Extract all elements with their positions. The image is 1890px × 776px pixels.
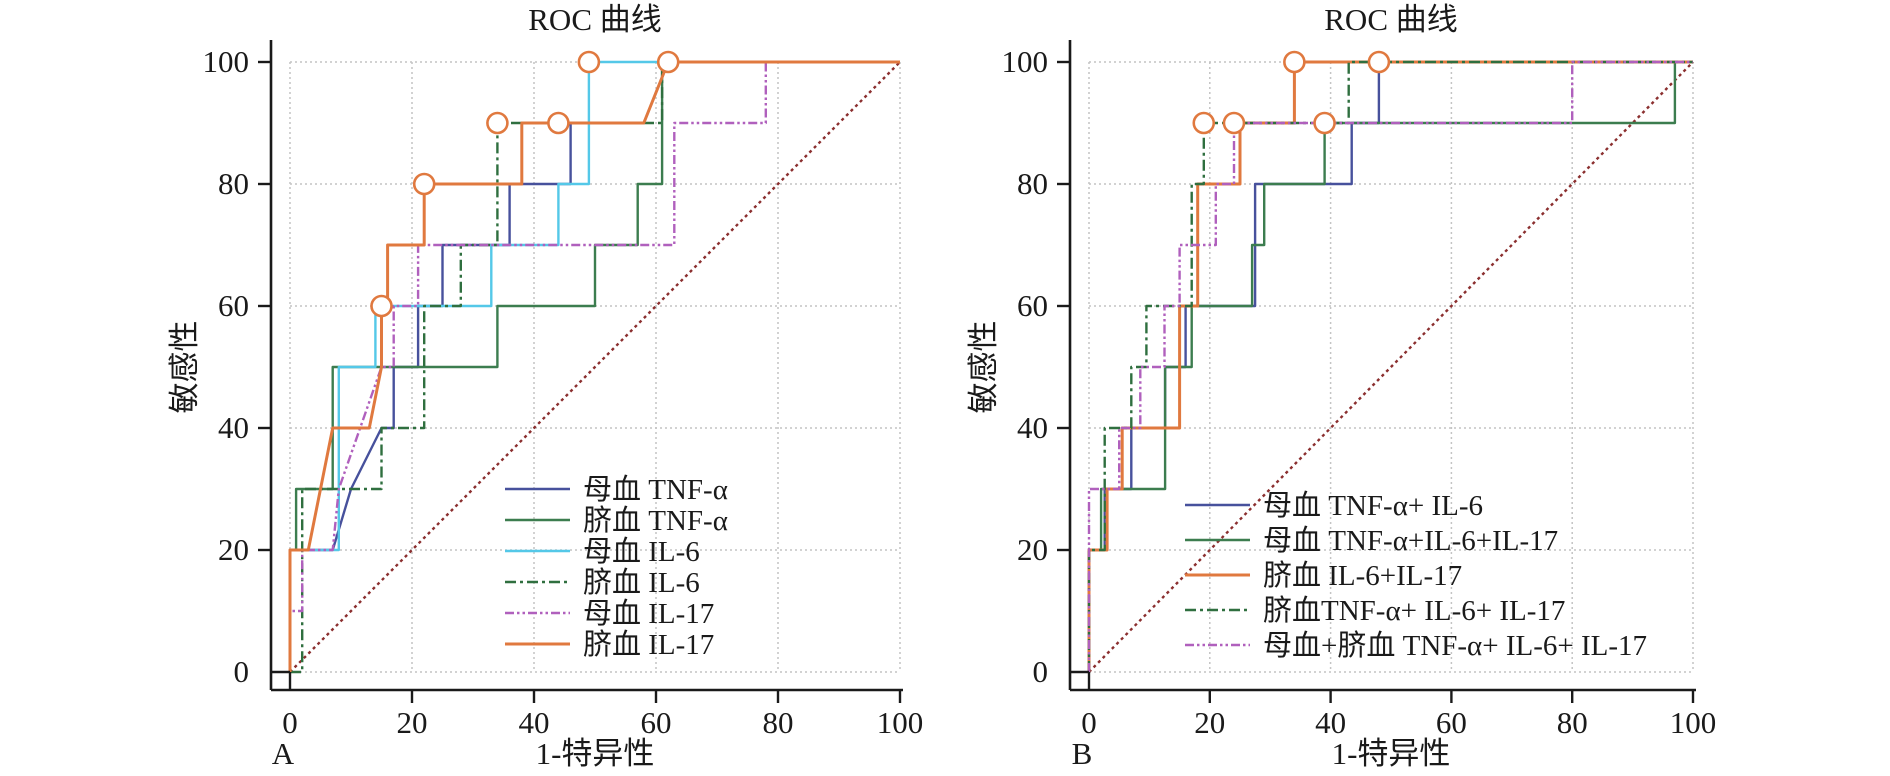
x-tick-label: 20	[1194, 705, 1225, 740]
legend-label: 母血+脐血 TNF-α+ IL-6+ IL-17	[1263, 629, 1647, 662]
legend-label: 脐血 IL-6	[583, 566, 700, 599]
cutoff-marker	[577, 50, 601, 74]
legend-label: 脐血 IL-17	[583, 628, 714, 661]
x-tick-label: 0	[1081, 705, 1097, 740]
cutoff-marker	[1222, 111, 1246, 135]
legend-item: 脐血TNF-α+ IL-6+ IL-17	[1185, 594, 1565, 627]
y-tick-label: 0	[234, 654, 250, 689]
y-tick-label: 40	[218, 410, 249, 445]
legend-item: 母血 TNF-α+ IL-6	[1185, 489, 1483, 522]
roc-curve-3	[290, 60, 900, 674]
reference-diagonal	[289, 61, 901, 673]
roc-curve-4	[1087, 60, 1693, 672]
roc-curve-2	[288, 60, 900, 672]
legend-label: 脐血 IL-6+IL-17	[1263, 559, 1462, 592]
legend-label: 母血 IL-17	[583, 597, 714, 630]
cutoff-marker	[1283, 50, 1306, 74]
legend-label: 脐血 TNF-α	[583, 504, 728, 537]
legend: 母血 TNF-α脐血 TNF-α母血 IL-6脐血 IL-6母血 IL-17脐血…	[505, 473, 728, 661]
legend-label: 母血 IL-6	[583, 535, 700, 568]
reference-diagonal	[1088, 61, 1694, 673]
roc-curve-4	[288, 60, 900, 672]
x-tick-label: 40	[1315, 705, 1346, 740]
legend-item: 脐血 IL-6+IL-17	[1185, 559, 1462, 592]
x-axis-label: 1-特异性	[536, 736, 655, 771]
legend-item: 脐血 TNF-α	[505, 504, 728, 537]
y-tick-label: 20	[1017, 532, 1048, 567]
x-tick-label: 100	[1670, 705, 1717, 740]
y-tick-label: 100	[1002, 44, 1049, 79]
roc-curve-3	[1087, 60, 1693, 672]
legend-item: 母血 TNF-α+IL-6+IL-17	[1185, 524, 1558, 557]
cutoff-marker	[486, 111, 509, 135]
x-tick-label: 100	[877, 705, 924, 740]
y-tick-label: 20	[218, 532, 249, 567]
legend-item: 母血 TNF-α	[505, 473, 728, 506]
y-axis-label: 敏感性	[167, 321, 202, 414]
x-tick-label: 40	[519, 705, 550, 740]
legend-label: 脐血TNF-α+ IL-6+ IL-17	[1263, 594, 1565, 627]
cutoff-marker	[1367, 50, 1391, 74]
roc-curve-5	[288, 60, 900, 672]
y-tick-label: 80	[1017, 166, 1048, 201]
x-tick-label: 60	[641, 705, 672, 740]
x-tick-label: 80	[1557, 705, 1588, 740]
y-tick-label: 0	[1033, 654, 1049, 689]
x-axis-label: 1-特异性	[1332, 736, 1451, 771]
y-tick-label: 60	[1017, 288, 1048, 323]
y-tick-label: 100	[203, 44, 250, 79]
y-tick-label: 40	[1017, 410, 1048, 445]
y-tick-label: 60	[218, 288, 249, 323]
panel-letter: B	[1072, 736, 1093, 771]
legend-label: 母血 TNF-α+IL-6+IL-17	[1263, 524, 1558, 557]
panel-letter: A	[272, 736, 295, 771]
y-tick-label: 80	[218, 166, 249, 201]
x-tick-label: 20	[397, 705, 428, 740]
legend-label: 母血 TNF-α+ IL-6	[1263, 489, 1483, 522]
cutoff-marker	[547, 111, 570, 135]
legend-item: 母血 IL-17	[505, 597, 714, 630]
legend-item: 脐血 IL-17	[505, 628, 714, 661]
cutoff-marker	[656, 50, 680, 74]
x-tick-label: 80	[763, 705, 794, 740]
y-axis-label: 敏感性	[966, 321, 1001, 414]
x-tick-label: 0	[282, 705, 298, 740]
cutoff-marker	[1192, 111, 1216, 135]
panel-a: 0 20 40 60 80 100 0 20 40 60 80 100 ROC 曲线 1-特异性 A 敏感性母…	[167, 2, 923, 771]
cutoff-marker	[1313, 111, 1336, 135]
legend-item: 母血 IL-6	[505, 535, 700, 568]
roc-curve-1	[288, 60, 900, 672]
panel-b: 0 20 40 60 80 100 0 20 40 60 80 100 ROC 曲线 1-特异性 B 敏感性母…	[966, 2, 1716, 771]
chart-title: ROC 曲线	[528, 2, 662, 37]
legend-item: 脐血 IL-6	[505, 566, 700, 599]
x-tick-label: 60	[1436, 705, 1467, 740]
grid	[1088, 61, 1694, 673]
legend-item: 母血+脐血 TNF-α+ IL-6+ IL-17	[1185, 629, 1647, 662]
cutoff-marker	[370, 294, 393, 318]
legend-label: 母血 TNF-α	[583, 473, 728, 506]
chart-title: ROC 曲线	[1324, 2, 1458, 37]
cutoff-marker	[412, 172, 436, 196]
